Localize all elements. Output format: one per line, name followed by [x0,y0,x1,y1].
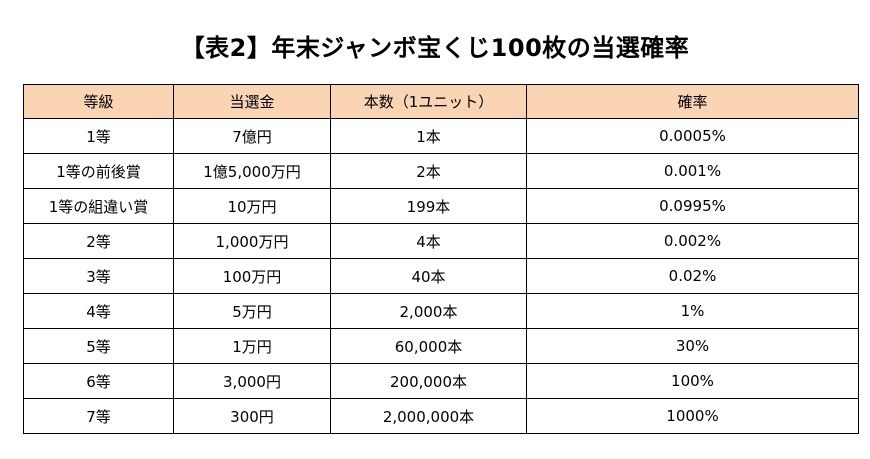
cell-grade: 6等 [23,363,174,399]
table-row: 1等の前後賞 1億5,000万円 2本 0.001% [23,153,859,189]
cell-count: 60,000本 [330,328,527,364]
cell-probability: 0.001% [526,153,859,189]
table-body: 1等 7億円 1本 0.0005% 1等の前後賞 1億5,000万円 2本 0.… [23,118,859,434]
cell-grade: 5等 [23,328,174,364]
header-prize: 当選金 [173,84,331,119]
cell-prize: 10万円 [173,188,331,224]
cell-count: 199本 [330,188,527,224]
table-row: 6等 3,000円 200,000本 100% [23,363,859,399]
cell-probability: 0.0995% [526,188,859,224]
cell-probability: 0.0005% [526,118,859,154]
cell-probability: 1% [526,293,859,329]
table-row: 1等 7億円 1本 0.0005% [23,118,859,154]
header-count: 本数（1ユニット） [330,84,527,119]
cell-grade: 1等の組違い賞 [23,188,174,224]
cell-grade: 4等 [23,293,174,329]
table-row: 3等 100万円 40本 0.02% [23,258,859,294]
table-row: 5等 1万円 60,000本 30% [23,328,859,364]
cell-probability: 100% [526,363,859,399]
table-header: 等級 当選金 本数（1ユニット） 確率 [23,84,859,119]
cell-count: 1本 [330,118,527,154]
cell-count: 2本 [330,153,527,189]
cell-prize: 5万円 [173,293,331,329]
cell-count: 200,000本 [330,363,527,399]
cell-probability: 30% [526,328,859,364]
cell-grade: 7等 [23,398,174,434]
cell-prize: 1万円 [173,328,331,364]
table-title: 【表2】年末ジャンボ宝くじ100枚の当選確率 [180,34,690,62]
cell-probability: 0.002% [526,223,859,259]
cell-prize: 3,000円 [173,363,331,399]
cell-grade: 2等 [23,223,174,259]
cell-count: 2,000本 [330,293,527,329]
cell-probability: 0.02% [526,258,859,294]
header-probability: 確率 [526,84,859,119]
cell-probability: 1000% [526,398,859,434]
cell-prize: 7億円 [173,118,331,154]
cell-grade: 1等 [23,118,174,154]
cell-grade: 3等 [23,258,174,294]
cell-count: 2,000,000本 [330,398,527,434]
table-row: 2等 1,000万円 4本 0.002% [23,223,859,259]
cell-prize: 1,000万円 [173,223,331,259]
cell-grade: 1等の前後賞 [23,153,174,189]
table-row: 4等 5万円 2,000本 1% [23,293,859,329]
header-row: 等級 当選金 本数（1ユニット） 確率 [23,84,859,119]
cell-prize: 100万円 [173,258,331,294]
header-grade: 等級 [23,84,174,119]
probability-table: 等級 当選金 本数（1ユニット） 確率 1等 7億円 1本 0.0005% 1等… [23,84,859,434]
cell-count: 4本 [330,223,527,259]
table-row: 7等 300円 2,000,000本 1000% [23,398,859,434]
cell-count: 40本 [330,258,527,294]
cell-prize: 1億5,000万円 [173,153,331,189]
cell-prize: 300円 [173,398,331,434]
table-row: 1等の組違い賞 10万円 199本 0.0995% [23,188,859,224]
